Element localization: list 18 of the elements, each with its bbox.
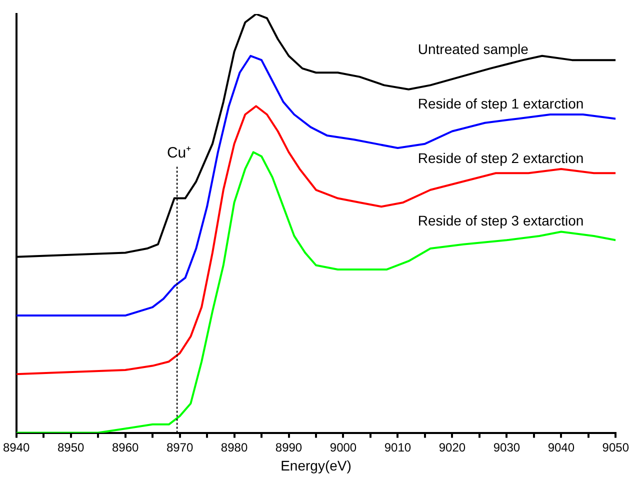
x-tick-label: 8980 <box>220 440 248 454</box>
series-label: Reside of step 3 extarction <box>418 212 584 229</box>
x-tick-label: 9020 <box>438 440 466 454</box>
series-label: Untreated sample <box>418 40 529 57</box>
series-label: Reside of step 1 extarction <box>418 95 584 112</box>
x-tick-label: 8940 <box>2 440 30 454</box>
x-tick-label: 8990 <box>275 440 302 454</box>
x-tick-label: 9030 <box>493 440 520 454</box>
x-tick-label: 8970 <box>166 440 194 454</box>
x-tick-label: 8960 <box>112 440 139 454</box>
x-tick-label: 9050 <box>602 440 630 454</box>
x-tick-label: 8950 <box>57 440 84 454</box>
x-tick-label: 9010 <box>384 440 412 454</box>
ref-line-label: Cu⁺ <box>166 144 192 162</box>
x-tick-label: 9040 <box>548 440 575 454</box>
x-tick-label: 9000 <box>330 440 357 454</box>
x-axis-title: Energy(eV) <box>280 457 352 474</box>
series-label: Reside of step 2 extarction <box>418 150 584 166</box>
